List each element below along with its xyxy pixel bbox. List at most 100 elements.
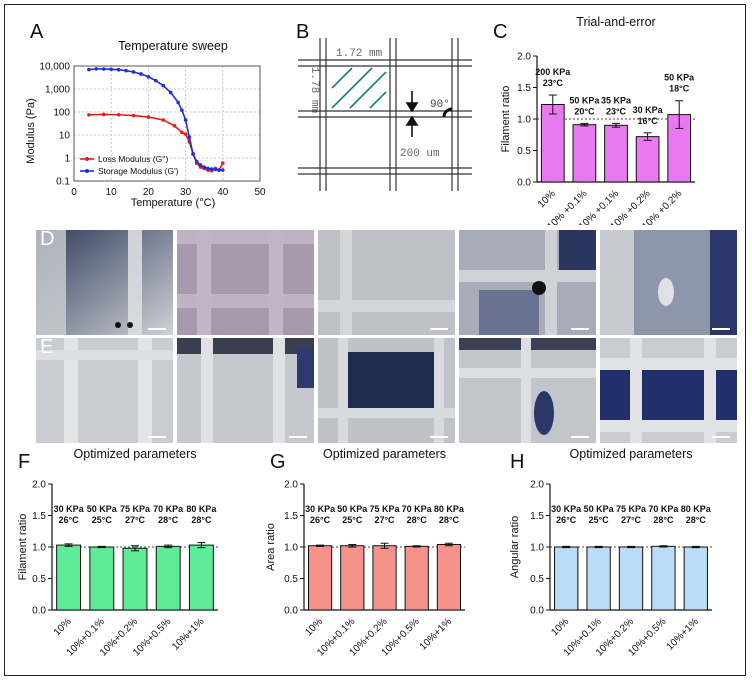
plot-frame: [73, 65, 261, 182]
micrograph-d5: [600, 230, 737, 335]
bar: [683, 546, 708, 611]
y-tick-label: 2.0: [517, 52, 531, 63]
annotation-pressure: 50 KPa: [584, 504, 615, 514]
annotation-pressure: 35 KPa: [601, 95, 632, 105]
annotation-pressure: 50 KPa: [87, 504, 118, 514]
micrograph-d3: [318, 230, 455, 335]
y-tick-label: 1.5: [284, 511, 298, 522]
annotation-pressure: 50 KPa: [569, 95, 600, 105]
chart-title: Trial-and-error: [576, 15, 655, 29]
micrograph-d4: [459, 230, 596, 335]
y-tick-label: 0.5: [517, 146, 531, 157]
data-point: [116, 67, 121, 72]
bar: [651, 545, 676, 611]
legend-marker: [85, 169, 89, 173]
chart-title: Optimized parameters: [323, 447, 446, 461]
panel-f-chart: F Optimized parameters Filament ratio 0.0 0…: [17, 447, 218, 659]
data-point: [198, 163, 203, 167]
annotation-pressure: 70 KPa: [648, 504, 679, 514]
micrograph-d2: [177, 230, 314, 335]
annotation-temperature: 25°C: [92, 515, 113, 525]
y-tick-label: 2.0: [530, 480, 544, 491]
y-tick-label: 1.0: [530, 543, 544, 554]
annotation-pressure: 30 KPa: [551, 504, 582, 514]
data-point: [180, 108, 184, 112]
x-tick-label: 20: [143, 187, 155, 198]
x-tick-label: 10%+1%: [665, 616, 701, 652]
annotation-temperature: 26°C: [59, 515, 80, 525]
annotation-temperature: 25°C: [342, 515, 363, 525]
micrograph-e2: [177, 338, 314, 443]
data-point: [139, 72, 143, 76]
height-label: 1.78 mm: [308, 67, 320, 114]
data-point: [202, 165, 206, 169]
micrograph-d1: D: [36, 230, 173, 335]
y-tick-label: 0.0: [284, 606, 298, 617]
y-axis-label-a: Modulus (Pa): [25, 98, 37, 163]
y-tick-label: 0.5: [32, 574, 46, 585]
y-tick-label: 0.1: [56, 177, 70, 188]
annotation-temperature: 18°C: [669, 84, 690, 94]
annotation-pressure: 30 KPa: [54, 504, 85, 514]
panel-label-e: E: [40, 338, 54, 358]
annotation-temperature: 23°C: [606, 106, 627, 116]
data-point: [146, 74, 151, 79]
x-tick-label: 10: [106, 187, 118, 198]
annotation-temperature: 23°C: [543, 78, 564, 88]
data-point: [124, 68, 128, 73]
data-point: [94, 67, 99, 71]
x-axis-label-a: Temperature (°C): [131, 197, 215, 209]
y-tick-label: 1.0: [32, 543, 46, 554]
panel-label-c: C: [493, 21, 507, 43]
y-axis-label: Filament ratio: [500, 86, 512, 153]
y-axis-label: Filament ratio: [17, 514, 29, 581]
y-tick-label: 100: [53, 108, 70, 119]
panel-label-a: A: [30, 21, 44, 43]
data-point: [116, 112, 121, 117]
legend-marker: [85, 157, 89, 161]
data-point: [191, 152, 195, 156]
annotation-pressure: 30 KPa: [633, 105, 664, 115]
panel-label-b: B: [296, 21, 309, 43]
y-tick-label: 1.5: [530, 511, 544, 522]
y-tick-label: 1.5: [517, 83, 531, 94]
bar: [618, 546, 644, 611]
annotation-temperature: 27°C: [621, 515, 642, 525]
y-tick-label: 2.0: [284, 480, 298, 491]
y-tick-label: 1,000: [45, 85, 70, 96]
annotation-temperature: 28°C: [407, 515, 428, 525]
data-point: [180, 130, 184, 135]
data-point: [183, 118, 188, 122]
micrograph-e5: [600, 338, 737, 443]
annotation-temperature: 25°C: [589, 515, 610, 525]
grid-lines: [298, 38, 472, 191]
data-point: [221, 161, 225, 165]
x-tick-label: 50: [254, 187, 266, 198]
data-point: [176, 100, 180, 105]
micrograph-e3: [318, 338, 455, 443]
annotation-temperature: 28°C: [191, 515, 212, 525]
panel-label-d: D: [40, 230, 55, 250]
y-tick-label: 10,000: [39, 62, 70, 73]
annotation-temperature: 27°C: [374, 515, 395, 525]
angle-arc-icon: [442, 107, 453, 118]
y-axis-label: Area ratio: [265, 523, 277, 571]
width-label: 1.72 mm: [336, 48, 383, 60]
y-tick-label: 2.0: [32, 480, 46, 491]
gap-arrows: [405, 91, 419, 137]
data-point: [194, 159, 199, 164]
y-tick-label: 0.0: [517, 178, 531, 189]
micrograph-e1: E: [36, 338, 173, 443]
data-point: [206, 166, 210, 171]
figure-frame: [4, 4, 746, 676]
annotation-pressure: 70 KPa: [402, 504, 433, 514]
data-point: [172, 124, 177, 128]
y-tick-label: 1.0: [517, 115, 531, 126]
panel-label-g: G: [270, 451, 286, 473]
annotation-pressure: 50 KPa: [664, 73, 695, 83]
panel-label-f: F: [18, 451, 30, 473]
annotation-pressure: 80 KPa: [186, 504, 217, 514]
y-tick-label: 1.0: [284, 543, 298, 554]
data-point: [221, 168, 225, 172]
